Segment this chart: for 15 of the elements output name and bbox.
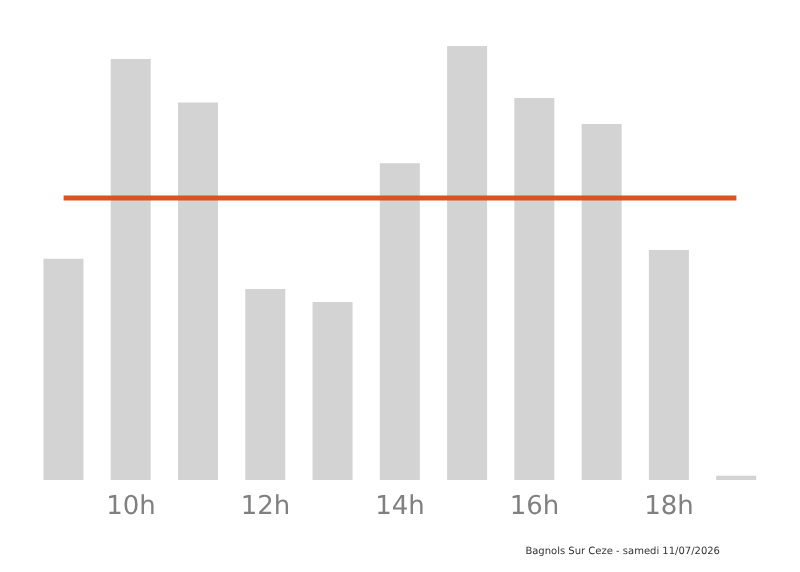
x-tick-label: 10h [106,492,156,523]
x-tick-label: 16h [509,492,560,523]
bar [447,46,488,480]
bar [379,163,420,480]
bar [245,289,286,480]
bar [178,102,218,480]
bar [110,59,151,480]
bar [43,258,84,480]
bar [648,249,689,480]
bar [514,98,555,480]
x-tick-label: 18h [644,492,694,523]
bar [312,302,353,480]
bar [581,124,622,480]
x-tick-label: 12h [240,492,291,523]
x-tick-label: 14h [375,492,425,523]
